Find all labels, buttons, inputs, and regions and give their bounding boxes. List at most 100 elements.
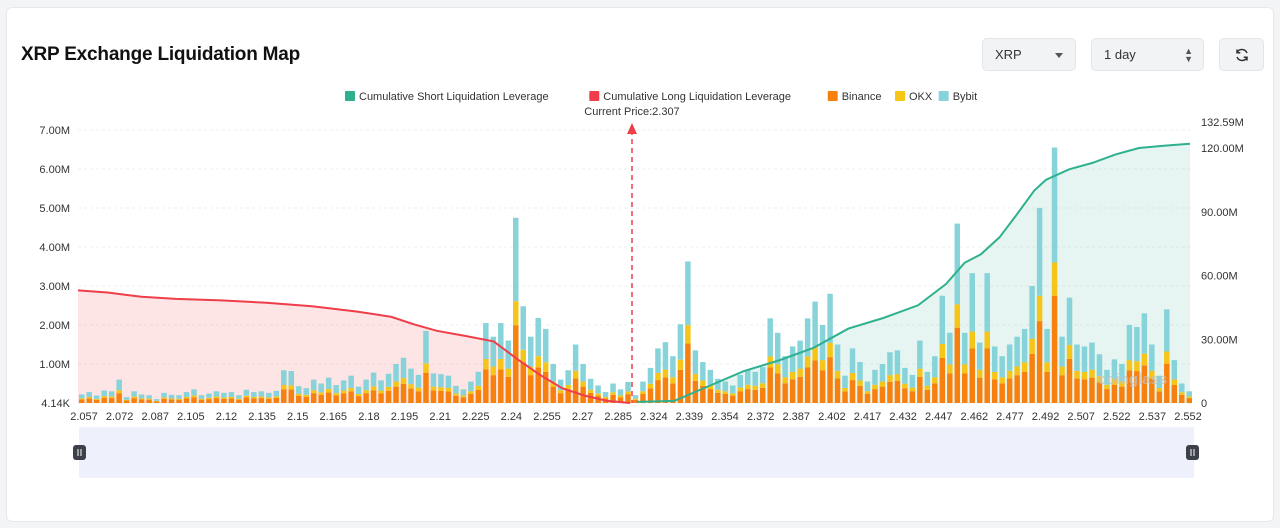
bar: [700, 362, 706, 403]
bar: [572, 344, 579, 403]
bar-binance: [355, 396, 362, 403]
x-tick-label: 2.165: [320, 411, 348, 423]
refresh-button[interactable]: [1219, 38, 1264, 71]
bar: [999, 356, 1005, 403]
bar-bybit: [430, 373, 437, 387]
bar-okx: [1111, 378, 1118, 385]
navigator-handle[interactable]: [73, 445, 86, 460]
x-tick-label: 2.477: [996, 411, 1024, 423]
bar-binance: [325, 392, 332, 403]
bar-bybit: [730, 385, 736, 394]
y-left-tick-label: 5.00M: [39, 203, 70, 215]
bar-okx: [266, 397, 272, 399]
bar-binance: [625, 394, 631, 403]
bar-okx: [625, 391, 631, 395]
bar-bybit: [1126, 325, 1133, 361]
bar-bybit: [557, 379, 564, 391]
bar-bybit: [797, 340, 803, 369]
y-left-tick-label: 2.00M: [39, 320, 70, 332]
bar-binance: [722, 393, 729, 403]
legend-swatch: [589, 91, 600, 101]
bar-bybit: [1149, 344, 1155, 371]
bar-bybit: [984, 273, 990, 332]
bar: [438, 374, 444, 403]
bar-bybit: [131, 391, 137, 397]
bar-bybit: [692, 350, 699, 375]
bar-binance: [221, 398, 227, 403]
bar-bybit: [1036, 208, 1043, 296]
bar-okx: [348, 387, 354, 392]
y-right-tick-label: 30.00M: [1201, 334, 1238, 346]
bar-binance: [101, 397, 107, 403]
bar-okx: [101, 396, 107, 398]
bar-bybit: [266, 392, 272, 398]
bar-bybit: [483, 323, 489, 360]
y-right-tick-label: 0: [1201, 398, 1207, 410]
bar-okx: [834, 370, 841, 379]
bar: [378, 380, 384, 403]
bar-bybit: [1179, 383, 1185, 393]
bar-binance: [1059, 375, 1065, 403]
bar-okx: [902, 383, 908, 389]
bar-okx: [325, 389, 332, 393]
bar: [1059, 336, 1065, 403]
bar: [707, 369, 714, 403]
bar-okx: [857, 380, 863, 386]
x-tick-label: 2.18: [358, 411, 379, 423]
bar-binance: [879, 386, 886, 403]
symbol-select-value: XRP: [995, 47, 1022, 62]
bar-okx: [453, 393, 459, 396]
bar-binance: [1036, 321, 1043, 403]
period-select[interactable]: 1 day ▲ ▼: [1091, 38, 1204, 71]
x-tick-label: 2.087: [141, 411, 169, 423]
bar: [453, 385, 459, 403]
bar-okx: [138, 398, 145, 400]
bar-binance: [909, 391, 916, 403]
bar: [954, 223, 961, 403]
bar-bybit: [93, 395, 100, 399]
bar-bybit: [161, 392, 167, 398]
bar-binance: [789, 379, 796, 403]
bar: [408, 368, 414, 403]
bar-binance: [228, 398, 235, 403]
bar: [355, 386, 362, 403]
bar-okx: [782, 377, 788, 384]
navigator-handle[interactable]: [1186, 445, 1199, 460]
bar-binance: [535, 367, 541, 403]
bar-bybit: [647, 367, 654, 384]
bar-okx: [303, 394, 309, 397]
bar: [730, 385, 736, 403]
short-leverage-area: [637, 143, 1190, 404]
bar-okx: [1186, 396, 1192, 399]
bar-binance: [266, 398, 272, 403]
bar: [797, 340, 803, 403]
bar-bybit: [550, 364, 556, 382]
bar-bybit: [505, 340, 512, 369]
bar-binance: [864, 393, 871, 403]
bar: [834, 344, 841, 403]
bar-bybit: [258, 391, 265, 397]
bar-binance: [1044, 371, 1050, 403]
bar-okx: [774, 364, 781, 374]
bar-bybit: [827, 293, 833, 343]
bar-binance: [498, 369, 504, 403]
bar-binance: [812, 360, 818, 403]
bar-bybit: [273, 390, 280, 397]
bar-bybit: [1006, 344, 1013, 371]
bar: [385, 373, 392, 403]
bar-bybit: [1186, 391, 1192, 397]
bar-okx: [527, 366, 534, 376]
bar-bybit: [640, 381, 646, 392]
bar-bybit: [535, 317, 541, 357]
bar-okx: [1029, 338, 1035, 354]
bar-binance: [737, 391, 744, 403]
y-left-tick-label: 1.00M: [39, 359, 70, 371]
bar-bybit: [932, 356, 938, 378]
bar: [206, 393, 212, 403]
bar-okx: [236, 398, 242, 400]
bar-okx: [999, 377, 1005, 384]
bar: [759, 367, 766, 403]
symbol-select[interactable]: XRP: [982, 38, 1076, 71]
bar-bybit: [887, 352, 893, 376]
